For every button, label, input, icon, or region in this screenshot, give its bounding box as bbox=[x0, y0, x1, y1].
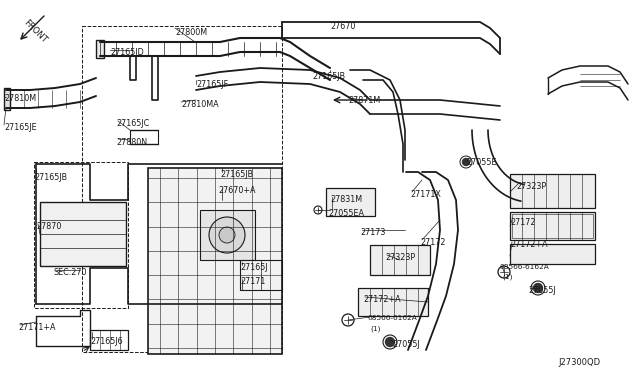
Bar bbox=[40, 202, 126, 266]
Bar bbox=[510, 174, 595, 208]
Text: 27870: 27870 bbox=[36, 222, 61, 231]
Text: 27055EA: 27055EA bbox=[328, 209, 364, 218]
Text: 27172: 27172 bbox=[510, 218, 536, 227]
Bar bbox=[240, 260, 282, 290]
Text: 27171: 27171 bbox=[240, 277, 266, 286]
Circle shape bbox=[385, 337, 394, 346]
Text: 27171+A: 27171+A bbox=[18, 323, 56, 332]
Text: 27165JB: 27165JB bbox=[34, 173, 67, 182]
Bar bbox=[510, 212, 595, 240]
Circle shape bbox=[219, 227, 235, 243]
Bar bbox=[200, 210, 255, 260]
Bar bbox=[512, 214, 593, 238]
Bar bbox=[358, 288, 428, 316]
Circle shape bbox=[463, 158, 470, 166]
Text: 27831M: 27831M bbox=[330, 195, 362, 204]
Text: (1): (1) bbox=[370, 325, 381, 331]
Text: 27165JD: 27165JD bbox=[110, 48, 144, 57]
Text: SEC.270: SEC.270 bbox=[54, 268, 88, 277]
Bar bbox=[326, 188, 375, 216]
Text: 27165JB: 27165JB bbox=[312, 72, 345, 81]
Text: 27800M: 27800M bbox=[175, 28, 207, 37]
Bar bbox=[148, 168, 282, 354]
Text: 27670: 27670 bbox=[330, 22, 355, 31]
Text: 27173: 27173 bbox=[360, 228, 385, 237]
Text: 27055E: 27055E bbox=[466, 158, 497, 167]
Bar bbox=[82, 26, 282, 352]
Text: 27165JE: 27165JE bbox=[4, 123, 36, 132]
Bar bbox=[370, 245, 430, 275]
Text: FRONT: FRONT bbox=[22, 18, 49, 45]
Circle shape bbox=[209, 217, 245, 253]
Bar bbox=[96, 40, 104, 58]
Text: 27323P: 27323P bbox=[516, 182, 546, 191]
Text: 27165J: 27165J bbox=[240, 263, 268, 272]
Text: 27172: 27172 bbox=[420, 238, 445, 247]
Text: 27165JB: 27165JB bbox=[220, 170, 253, 179]
Text: 27165J6: 27165J6 bbox=[90, 337, 123, 346]
Text: 27165JF: 27165JF bbox=[196, 80, 228, 89]
Bar bbox=[34, 162, 128, 308]
Bar bbox=[90, 330, 128, 350]
Bar bbox=[510, 244, 595, 264]
Text: 27323P: 27323P bbox=[385, 253, 415, 262]
Text: 27810M: 27810M bbox=[4, 94, 36, 103]
Text: 27670+A: 27670+A bbox=[218, 186, 255, 195]
Text: J27300QD: J27300QD bbox=[558, 358, 600, 367]
Text: 27055J: 27055J bbox=[392, 340, 420, 349]
Text: 27171X: 27171X bbox=[410, 190, 441, 199]
Text: 08566-6162A: 08566-6162A bbox=[368, 315, 418, 321]
Bar bbox=[4, 88, 10, 110]
Text: 27810MA: 27810MA bbox=[181, 100, 219, 109]
Text: 27871M: 27871M bbox=[348, 96, 380, 105]
Text: 08566-6162A: 08566-6162A bbox=[500, 264, 550, 270]
Text: 27055J: 27055J bbox=[528, 286, 556, 295]
Text: 27172+A: 27172+A bbox=[510, 240, 548, 249]
Text: 27165JC: 27165JC bbox=[116, 119, 149, 128]
Text: 27880N: 27880N bbox=[116, 138, 147, 147]
Circle shape bbox=[534, 283, 543, 292]
Text: 27172+A: 27172+A bbox=[363, 295, 401, 304]
Text: (1): (1) bbox=[502, 274, 513, 280]
